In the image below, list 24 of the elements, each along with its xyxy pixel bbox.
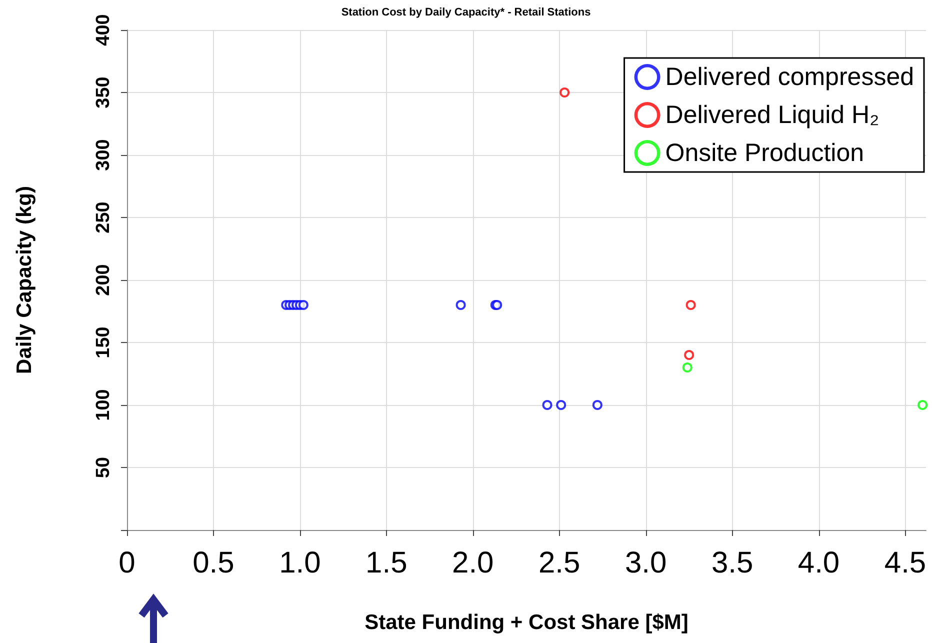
x-tick-label: 3.5 xyxy=(711,546,754,580)
y-tick-label: 400 xyxy=(93,14,114,46)
x-tick-label: 0.5 xyxy=(192,546,234,580)
chart-title: Station Cost by Daily Capacity* - Retail Stations xyxy=(341,6,591,18)
y-tick-label: 100 xyxy=(93,389,114,421)
x-tick-label: 3.0 xyxy=(624,546,667,580)
y-tick-label: 150 xyxy=(93,326,114,358)
y-tick-label: 50 xyxy=(93,456,114,478)
y-tick-label: 250 xyxy=(93,202,114,234)
x-tick-label: 0 xyxy=(118,546,136,580)
x-axis-title: State Funding + Cost Share [$M] xyxy=(364,611,688,634)
x-tick-label: 1.0 xyxy=(279,546,321,580)
y-tick-label: 300 xyxy=(93,139,114,171)
y-axis-title: Daily Capacity (kg) xyxy=(13,186,36,374)
y-tick-label: 200 xyxy=(93,264,114,296)
x-tick-label: 2.0 xyxy=(452,546,494,580)
y-tick-label: 350 xyxy=(93,76,114,108)
x-tick-label: 2.5 xyxy=(538,546,580,580)
x-tick-label: 4.0 xyxy=(798,546,840,580)
legend-label: Delivered Liquid H₂ xyxy=(665,101,880,129)
legend-label: Onsite Production xyxy=(665,139,864,167)
x-tick-label: 1.5 xyxy=(366,546,408,580)
x-tick-label: 4.5 xyxy=(884,546,926,580)
legend-label: Delivered compressed xyxy=(665,63,914,91)
